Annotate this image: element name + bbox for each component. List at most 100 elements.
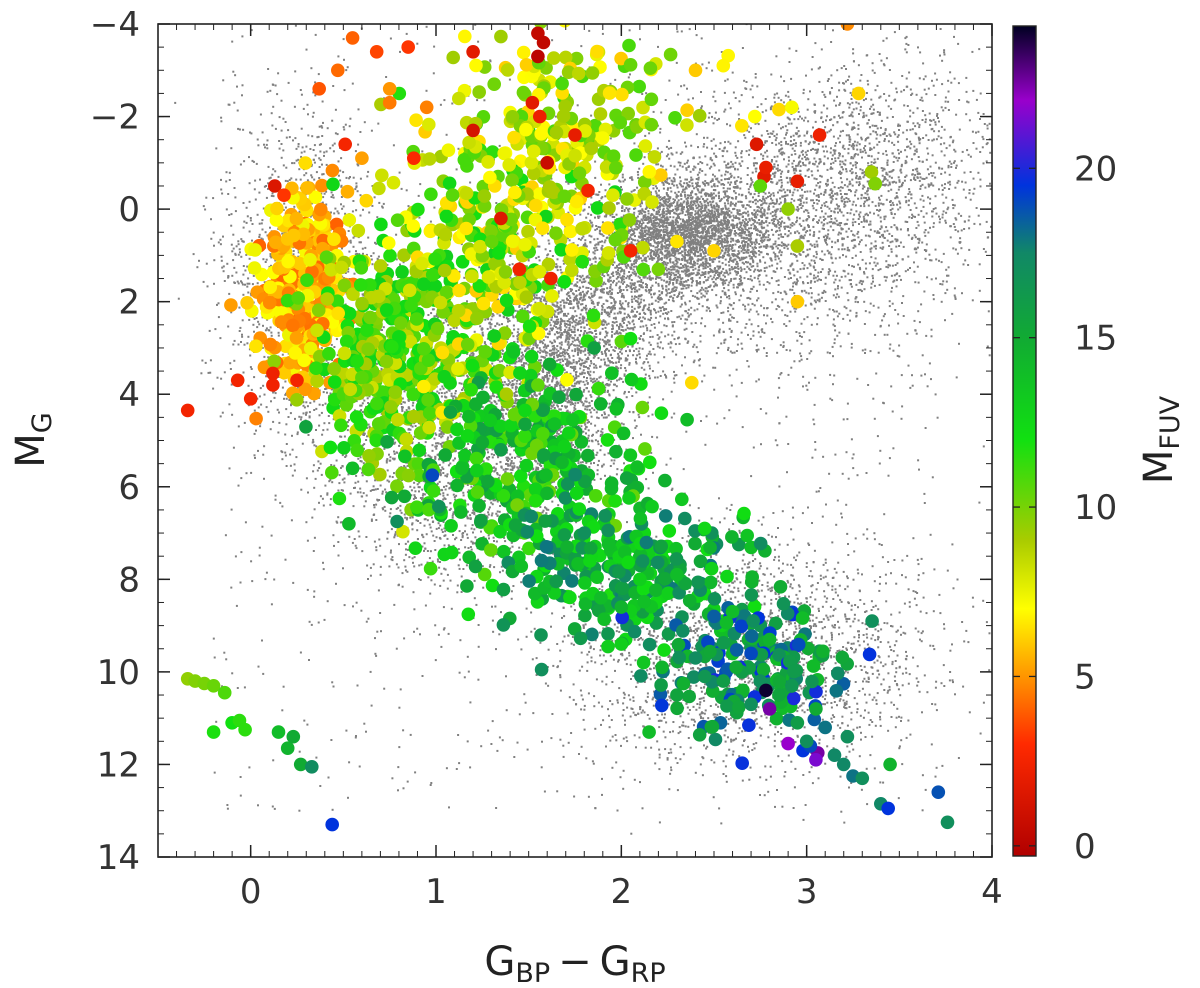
bg-star — [566, 397, 569, 400]
bg-star — [471, 524, 474, 527]
bg-star — [265, 185, 268, 187]
bg-star — [391, 556, 394, 558]
bg-star — [244, 269, 247, 272]
bg-star — [507, 384, 510, 387]
bg-star — [599, 435, 602, 438]
bg-star — [423, 524, 426, 527]
bg-star — [542, 339, 545, 342]
bg-star — [505, 383, 508, 386]
bg-star — [340, 196, 343, 198]
bg-star — [373, 504, 375, 506]
bg-star — [431, 560, 434, 563]
bg-star — [407, 399, 410, 402]
bg-star — [523, 365, 525, 368]
bg-star — [513, 449, 516, 452]
bg-star — [344, 212, 347, 215]
bg-star — [393, 452, 396, 455]
bg-star — [305, 172, 308, 175]
bg-star — [591, 381, 594, 384]
bg-star — [537, 255, 540, 258]
bg-star — [543, 327, 546, 330]
bg-star — [515, 486, 518, 489]
bg-star — [616, 367, 619, 370]
bg-star — [438, 458, 440, 461]
bg-star — [571, 636, 574, 638]
bg-star — [333, 346, 336, 348]
bg-star — [248, 182, 251, 185]
bg-star — [280, 129, 283, 132]
bg-star — [276, 408, 279, 411]
bg-star — [510, 551, 513, 554]
bg-star — [431, 308, 434, 311]
bg-star — [245, 472, 248, 475]
bg-star — [401, 397, 404, 400]
bg-star — [363, 447, 365, 450]
bg-star — [582, 430, 585, 433]
bg-star — [574, 365, 577, 368]
bg-star — [331, 144, 334, 147]
bg-star — [352, 200, 355, 202]
bg-star — [209, 359, 212, 362]
bg-star — [574, 402, 577, 405]
bg-star — [328, 422, 331, 425]
bg-star — [467, 503, 470, 506]
bg-star — [260, 403, 263, 406]
bg-star — [207, 371, 210, 374]
bg-star — [222, 270, 225, 273]
bg-star — [469, 546, 472, 548]
bg-star — [529, 304, 532, 307]
bg-star — [385, 459, 388, 462]
bg-star — [466, 515, 469, 518]
bg-star — [375, 503, 378, 506]
bg-star — [522, 572, 525, 575]
bg-star — [271, 124, 274, 127]
bg-star — [439, 561, 441, 563]
bg-star — [466, 491, 469, 494]
bg-star — [359, 194, 362, 197]
bg-star — [491, 456, 494, 459]
bg-star — [552, 552, 555, 555]
bg-star — [559, 386, 562, 389]
bg-star — [555, 434, 558, 437]
bg-star — [174, 101, 177, 104]
bg-star — [318, 403, 321, 406]
bg-star — [467, 489, 470, 492]
bg-star — [435, 315, 438, 317]
bg-star — [281, 232, 284, 235]
bg-star — [447, 544, 450, 547]
bg-star — [344, 272, 347, 274]
bg-star — [417, 520, 419, 522]
bg-star — [248, 230, 251, 233]
bg-star — [451, 516, 454, 519]
bg-star — [597, 440, 599, 443]
bg-star — [339, 521, 342, 524]
bg-star — [332, 196, 335, 199]
bg-star — [281, 353, 284, 356]
bg-star — [404, 516, 407, 519]
bg-star — [254, 456, 256, 459]
bg-star — [240, 238, 243, 241]
bg-star — [325, 359, 328, 362]
bg-star — [493, 498, 495, 501]
bg-star — [297, 143, 300, 145]
bg-star — [342, 38, 345, 41]
bg-star — [508, 445, 510, 448]
bg-star — [366, 175, 369, 178]
bg-star — [442, 432, 445, 435]
bg-star — [384, 488, 387, 491]
bg-star — [506, 364, 509, 367]
bg-star — [348, 250, 351, 253]
bg-star — [586, 377, 588, 379]
bg-star — [565, 293, 568, 296]
bg-star — [271, 192, 274, 195]
bg-star — [517, 399, 520, 401]
bg-star — [443, 485, 445, 488]
bg-star — [282, 149, 285, 152]
bg-star — [457, 548, 460, 551]
bg-star — [446, 473, 449, 476]
bg-star — [579, 461, 582, 464]
bg-star — [688, 590, 691, 593]
bg-star — [371, 204, 374, 207]
bg-star — [227, 275, 230, 277]
bg-star — [542, 368, 544, 371]
